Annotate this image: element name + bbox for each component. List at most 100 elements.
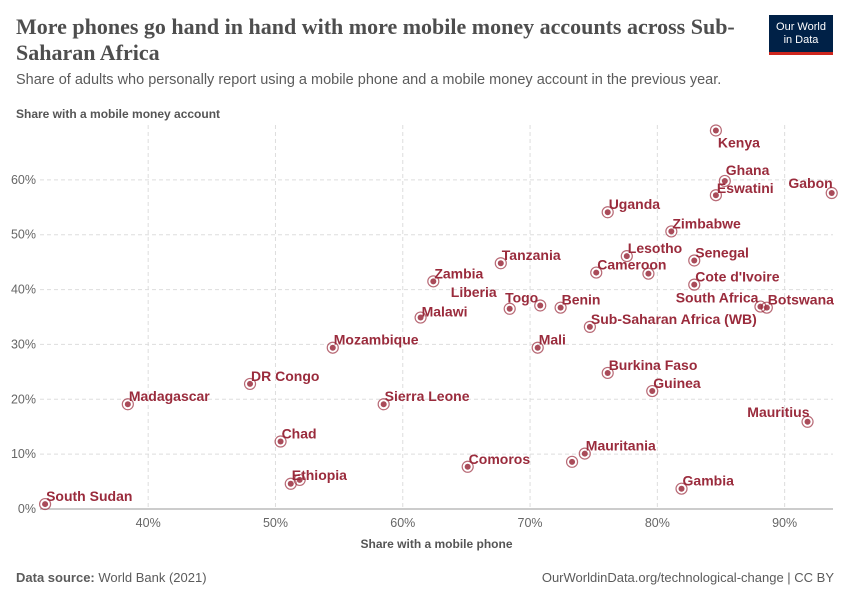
data-point-ring <box>583 320 596 333</box>
data-point <box>506 305 513 312</box>
data-point <box>581 450 588 457</box>
data-point <box>534 344 541 351</box>
point-label: Kenya <box>718 134 760 150</box>
data-point-ring <box>801 415 814 428</box>
point-label: South Africa <box>676 290 759 306</box>
data-point <box>604 209 611 216</box>
point-label: Sierra Leone <box>385 388 470 404</box>
data-point-ring <box>121 398 134 411</box>
data-point-ring <box>274 435 287 448</box>
point-label: Ghana <box>726 162 770 178</box>
data-point <box>557 304 564 311</box>
logo-line2: in Data <box>783 33 819 46</box>
data-point-ring <box>642 267 655 280</box>
credit-link[interactable]: OurWorldinData.org/technological-change … <box>541 570 834 585</box>
data-point-ring <box>578 447 591 460</box>
point-label: Madagascar <box>129 388 210 404</box>
point-label: Chad <box>282 426 317 442</box>
source-value[interactable]: World Bank (2021) <box>98 570 207 585</box>
data-point-ring <box>760 301 773 314</box>
point-label: Zimbabwe <box>672 215 741 231</box>
data-point-ring <box>503 302 516 315</box>
data-point <box>763 304 770 311</box>
data-point-ring <box>494 257 507 270</box>
data-point <box>277 438 284 445</box>
y-tick-label: 30% <box>11 337 36 351</box>
data-point-ring <box>427 275 440 288</box>
data-point-ring <box>601 206 614 219</box>
data-point <box>712 192 719 199</box>
x-tick-label: 90% <box>772 516 797 530</box>
data-point <box>296 476 303 483</box>
data-point-ring <box>709 189 722 202</box>
point-label: Guinea <box>653 375 701 391</box>
data-point <box>668 228 675 235</box>
point-label: Senegal <box>695 244 749 260</box>
data-point-ring <box>688 278 701 291</box>
x-tick-label: 70% <box>518 516 543 530</box>
data-point <box>804 418 811 425</box>
point-label: Mali <box>539 332 566 348</box>
data-point-ring <box>709 124 722 137</box>
point-label: Sub-Saharan Africa (WB) <box>591 311 757 327</box>
point-label: Comoros <box>469 451 531 467</box>
data-point-ring <box>293 473 306 487</box>
x-tick-label: 40% <box>136 516 161 530</box>
data-point <box>537 302 544 309</box>
data-point <box>691 281 698 288</box>
point-label: Malawi <box>422 304 468 320</box>
y-tick-label: 40% <box>11 283 36 297</box>
data-point-ring <box>377 398 390 411</box>
data-point <box>593 269 600 276</box>
data-point-ring <box>825 186 838 200</box>
data-point <box>430 278 437 285</box>
data-point <box>417 314 424 321</box>
data-point <box>569 458 576 465</box>
x-axis-label: Share with a mobile phone <box>360 537 512 551</box>
point-label: Togo <box>505 289 538 305</box>
data-point <box>329 344 336 351</box>
point-label: Botswana <box>768 292 834 308</box>
data-point <box>380 401 387 408</box>
point-label: Mozambique <box>334 332 419 348</box>
point-label: Eswatini <box>717 180 774 196</box>
data-point <box>721 177 728 184</box>
data-point <box>586 323 593 330</box>
data-point <box>42 501 49 508</box>
data-point <box>604 369 611 376</box>
data-point <box>828 190 835 197</box>
chart-title: More phones go hand in hand with more mo… <box>16 14 735 65</box>
point-label: South Sudan <box>46 488 132 504</box>
point-label: Uganda <box>609 196 661 212</box>
chart-subtitle: Share of adults who personally report us… <box>16 72 722 88</box>
data-point <box>691 257 698 264</box>
data-point <box>124 401 131 408</box>
point-label: Mauritius <box>747 404 809 420</box>
point-label: Lesotho <box>628 240 682 256</box>
data-point <box>497 260 504 267</box>
point-label: Benin <box>562 292 601 308</box>
owid-logo[interactable]: Our World in Data <box>769 15 833 55</box>
y-tick-label: 20% <box>11 392 36 406</box>
source-label: Data source: <box>16 570 95 585</box>
data-point-ring <box>718 174 731 188</box>
point-label: Mauritania <box>586 438 656 454</box>
data-point-ring <box>461 460 474 473</box>
point-label: Cameroon <box>597 257 666 273</box>
data-point-ring <box>554 301 567 314</box>
data-point <box>678 485 685 492</box>
y-tick-label: 50% <box>11 228 36 242</box>
data-point-ring <box>620 250 633 263</box>
data-point-ring <box>326 341 339 354</box>
data-point-ring <box>675 482 688 495</box>
x-tick-label: 60% <box>390 516 415 530</box>
x-tick-label: 50% <box>263 516 288 530</box>
data-point-ring <box>565 455 579 468</box>
data-point-ring <box>646 384 659 398</box>
data-point <box>464 463 471 470</box>
x-tick-label: 80% <box>645 516 670 530</box>
point-label: Gabon <box>788 175 832 191</box>
logo-line1: Our World <box>776 20 826 33</box>
